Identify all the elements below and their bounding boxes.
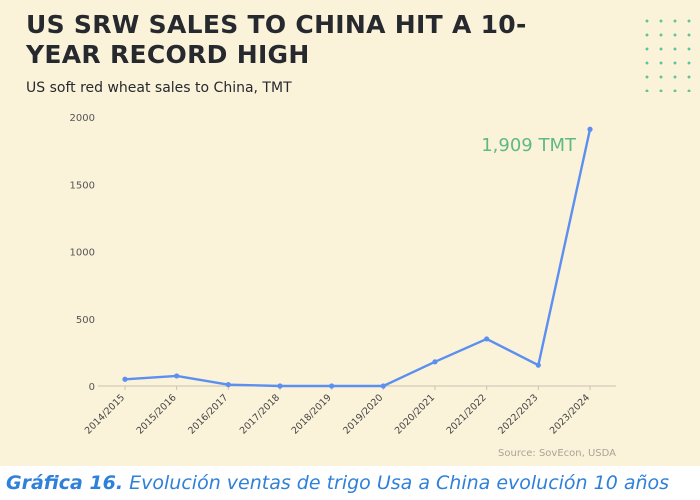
y-tick-label: 1000 (70, 248, 95, 259)
x-tick-label: 2021/2022 (445, 392, 489, 436)
figure-caption: Gráfica 16. Evolución ventas de trigo Us… (6, 472, 669, 494)
data-point (432, 359, 438, 365)
x-tick-label: 2023/2024 (548, 392, 592, 436)
source-note: Source: SovEcon, USDA (498, 448, 616, 459)
peak-annotation: 1,909 TMT (481, 135, 577, 156)
chart-subtitle: US soft red wheat sales to China, TMT (26, 80, 292, 96)
x-tick-label: 2020/2021 (393, 392, 437, 436)
line-chart: 0 500 1000 1500 2000 2014/2015 2015/2016 2016/2… (70, 113, 617, 459)
data-point (587, 126, 593, 132)
data-point (380, 383, 386, 389)
series-line (124, 128, 592, 388)
x-tick-label: 2014/2015 (83, 392, 127, 436)
y-tick-label: 500 (76, 315, 95, 326)
decorative-dot-grid (640, 14, 696, 92)
chart-title: US SRW SALES TO CHINA HIT A 10-YEAR RECO… (26, 10, 527, 69)
x-tick-label: 2016/2017 (186, 392, 230, 436)
caption-text: Evolución ventas de trigo Usa a China ev… (123, 472, 670, 494)
x-tick-label: 2018/2019 (290, 392, 334, 436)
y-tick-label: 1500 (70, 180, 95, 191)
y-tick-label: 0 (89, 382, 95, 393)
data-point (225, 382, 231, 388)
x-tick-label: 2019/2020 (341, 392, 385, 436)
caption-label: Gráfica 16. (6, 472, 124, 494)
x-tick-label: 2022/2023 (496, 392, 540, 436)
y-tick-label: 2000 (70, 113, 95, 124)
x-tick-label: 2015/2016 (135, 392, 179, 436)
data-point (174, 373, 180, 379)
data-point (122, 376, 128, 382)
data-point (329, 383, 335, 389)
data-point (277, 383, 283, 389)
x-tick-label: 2017/2018 (238, 392, 282, 436)
data-point (484, 336, 490, 342)
data-point (535, 362, 541, 368)
chart-card: US SRW SALES TO CHINA HIT A 10-YEAR RECO… (0, 0, 700, 466)
